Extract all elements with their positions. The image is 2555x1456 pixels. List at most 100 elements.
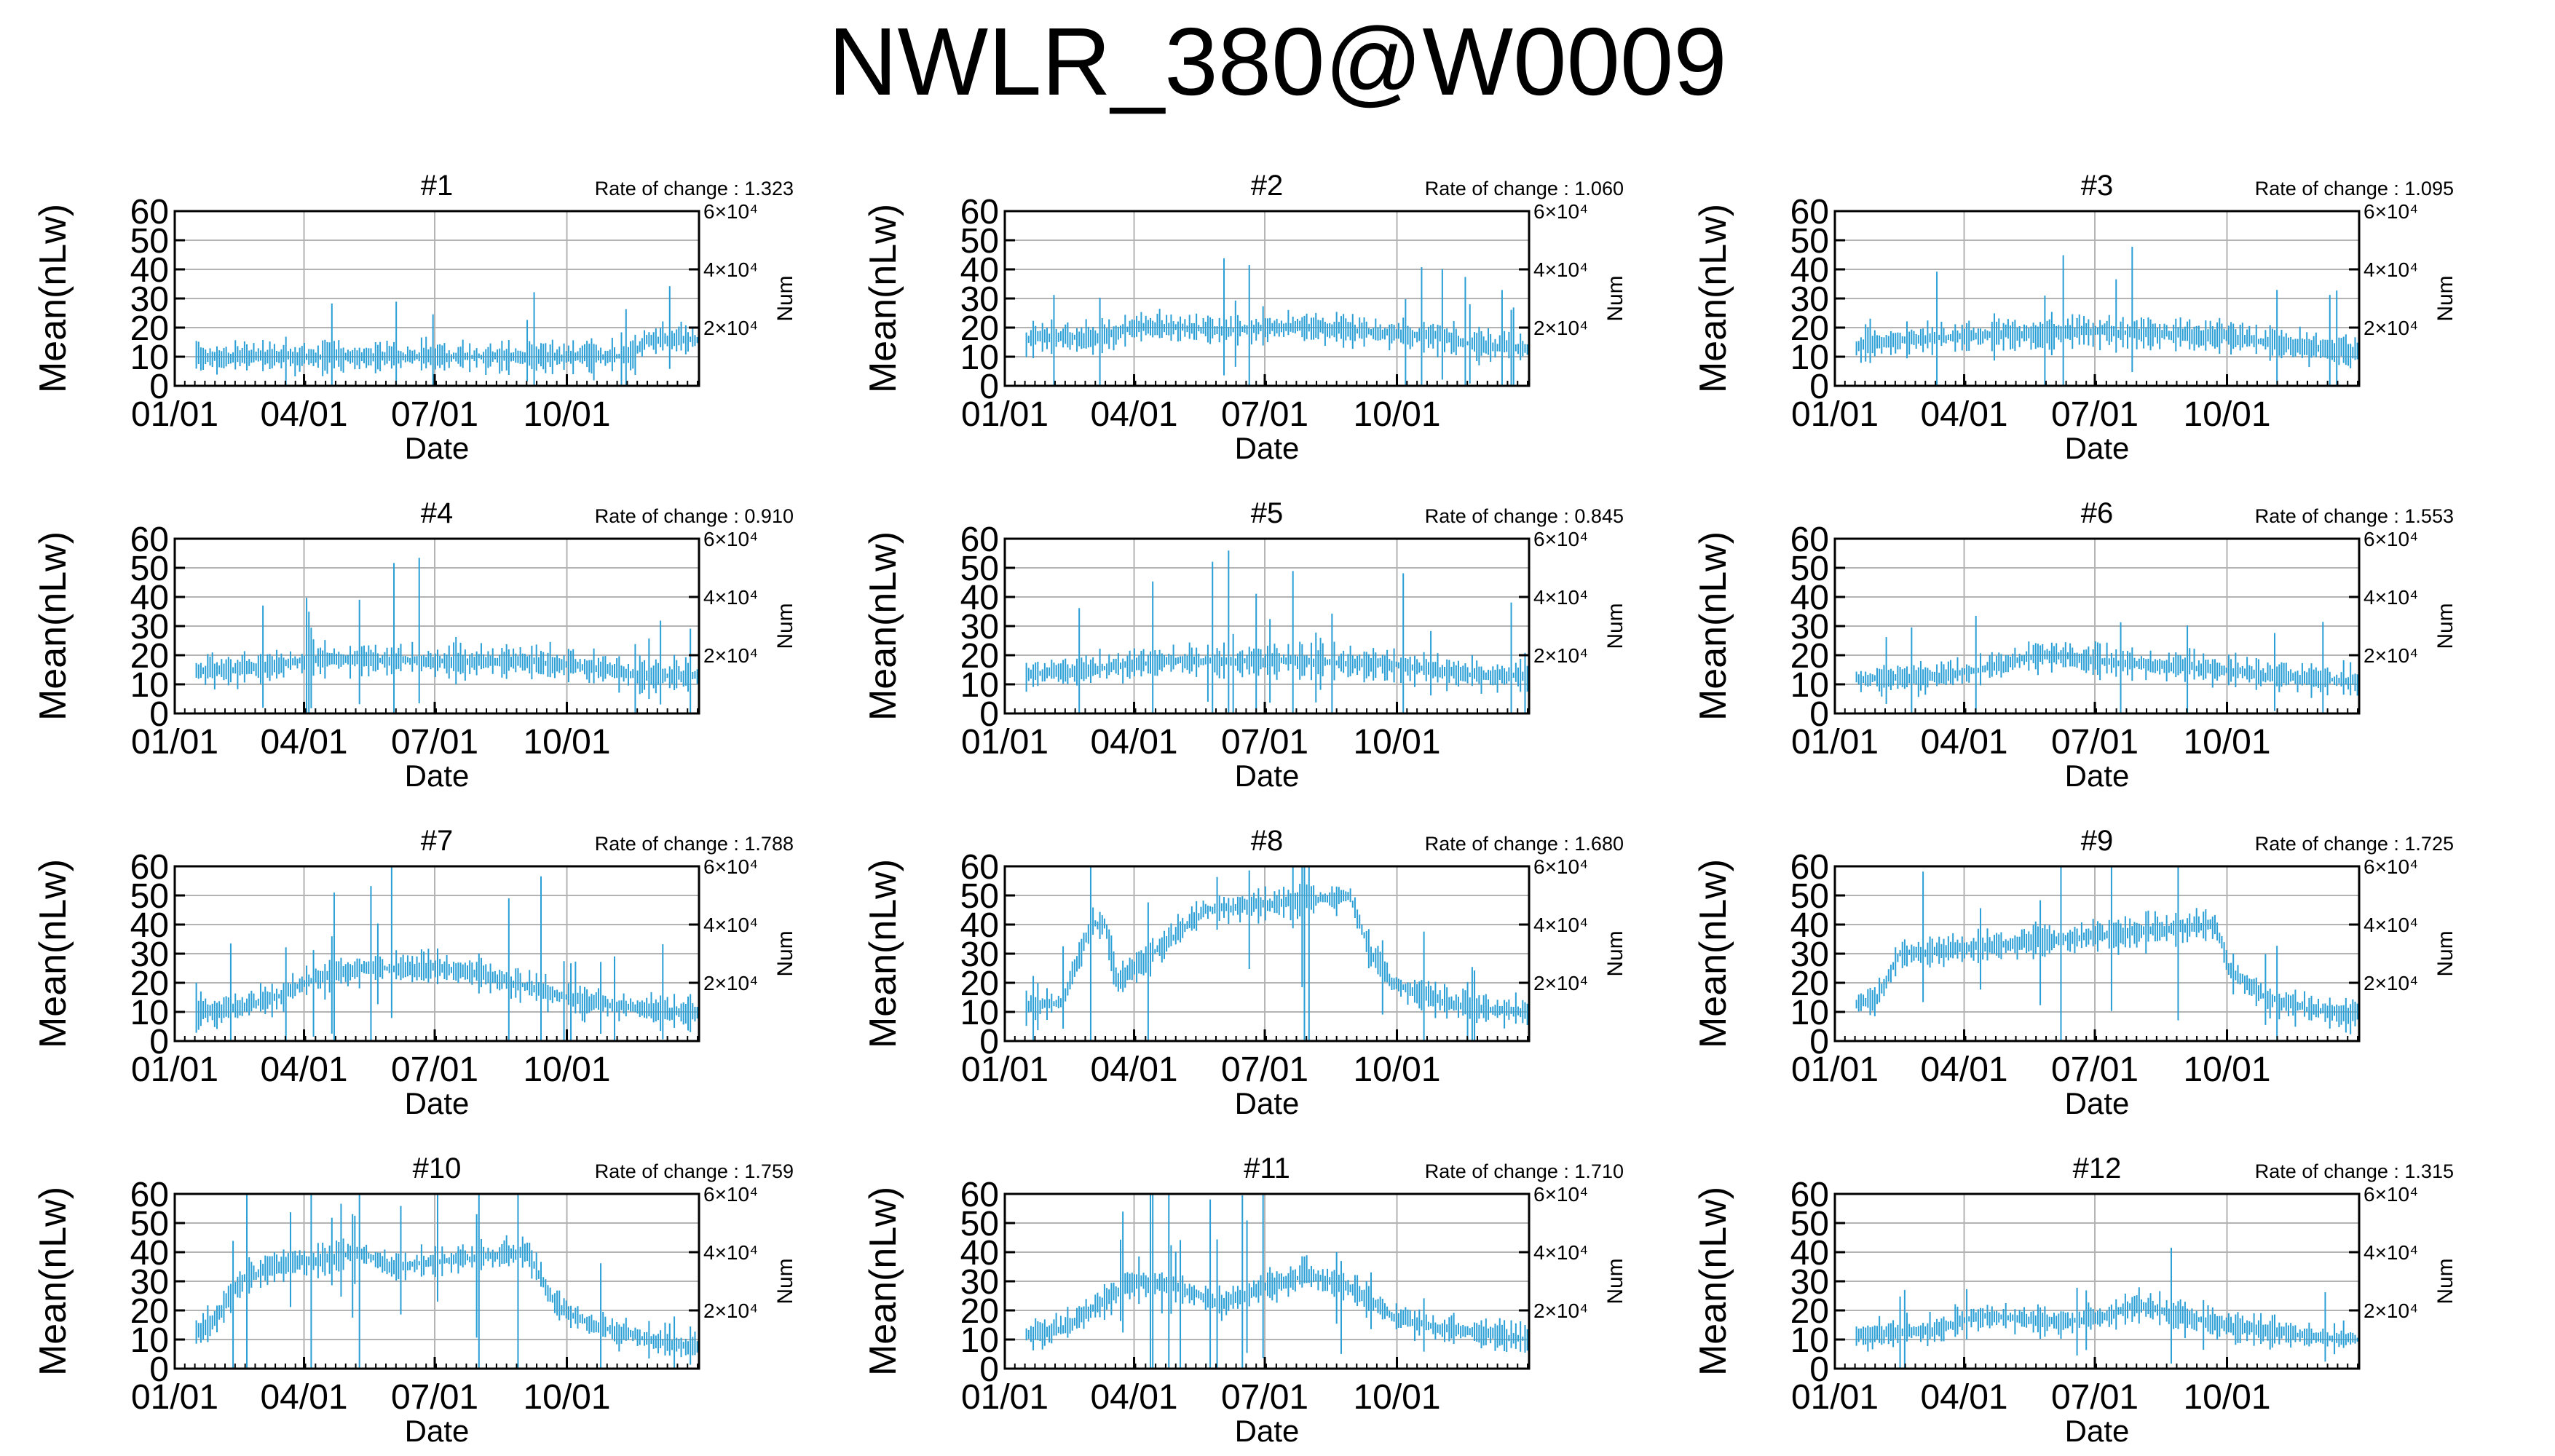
y-tick-label: 40 — [130, 906, 169, 945]
y-tick-label: 40 — [130, 251, 169, 290]
x-tick-label: 07/01 — [391, 723, 478, 761]
y2-tick-label: 6×10⁴ — [703, 1183, 758, 1206]
x-axis-label: Date — [1235, 1414, 1300, 1448]
x-tick-label: 10/01 — [2183, 395, 2270, 434]
rate-of-change: Rate of change : 1.095 — [2255, 178, 2454, 199]
y2-axis-label: Num — [2433, 275, 2457, 321]
x-tick-label: 07/01 — [2051, 395, 2139, 434]
y-tick-label: 10 — [1790, 666, 1829, 705]
x-tick-label: 01/01 — [131, 395, 218, 434]
y2-tick-label: 4×10⁴ — [1533, 586, 1588, 609]
y-tick-label: 20 — [960, 965, 999, 1003]
x-tick-label: 01/01 — [131, 1378, 218, 1417]
panel-title: #3 — [2081, 170, 2114, 202]
x-tick-label: 07/01 — [1221, 395, 1308, 434]
y-tick-label: 0 — [1809, 368, 1829, 406]
y-tick-label: 20 — [1790, 1292, 1829, 1331]
y-tick-label: 30 — [130, 935, 169, 974]
data-series — [1025, 1194, 1528, 1369]
y-tick-label: 30 — [1790, 935, 1829, 974]
y2-axis-label: Num — [773, 603, 797, 649]
y2-tick-label: 2×10⁴ — [2364, 972, 2418, 994]
x-axis-label: Date — [2065, 431, 2130, 465]
y-tick-label: 60 — [130, 521, 169, 559]
y-tick-label: 30 — [130, 280, 169, 319]
y-tick-label: 50 — [1790, 877, 1829, 916]
x-axis-label: Date — [405, 431, 470, 465]
panel-title: #10 — [413, 1152, 462, 1184]
x-tick-label: 04/01 — [260, 1051, 347, 1089]
y2-tick-label: 2×10⁴ — [703, 1299, 758, 1322]
x-tick-label: 01/01 — [131, 1051, 218, 1089]
y-tick-label: 40 — [960, 579, 999, 617]
y2-tick-label: 2×10⁴ — [1533, 644, 1588, 667]
x-tick-label: 10/01 — [2183, 1378, 2270, 1417]
y-tick-label: 50 — [130, 550, 169, 588]
rate-of-change: Rate of change : 1.315 — [2255, 1160, 2454, 1182]
y2-tick-label: 6×10⁴ — [1533, 200, 1588, 223]
y2-tick-label: 2×10⁴ — [2364, 1299, 2418, 1322]
y-tick-label: 40 — [960, 906, 999, 945]
y-tick-label: 30 — [960, 1263, 999, 1302]
y-tick-label: 30 — [960, 280, 999, 319]
y-tick-label: 20 — [130, 309, 169, 348]
rate-of-change: Rate of change : 1.323 — [595, 178, 794, 199]
y2-tick-label: 2×10⁴ — [703, 317, 758, 339]
y-tick-label: 0 — [149, 1350, 169, 1389]
panel-title: #4 — [421, 497, 454, 529]
y2-tick-label: 4×10⁴ — [703, 914, 758, 936]
y2-tick-label: 6×10⁴ — [2364, 200, 2418, 223]
y2-tick-label: 2×10⁴ — [2364, 317, 2418, 339]
y2-axis-label: Num — [1603, 603, 1627, 649]
y-tick-label: 60 — [130, 1176, 169, 1214]
y-tick-label: 40 — [960, 251, 999, 290]
y-tick-label: 60 — [960, 193, 999, 232]
y-tick-label: 30 — [1790, 1263, 1829, 1302]
x-tick-label: 04/01 — [1090, 1051, 1177, 1089]
y-tick-label: 20 — [130, 1292, 169, 1331]
y2-tick-label: 4×10⁴ — [2364, 1241, 2418, 1264]
y-tick-label: 60 — [1790, 193, 1829, 232]
y-tick-label: 0 — [149, 1023, 169, 1061]
panel-title: #2 — [1251, 170, 1284, 202]
rate-of-change: Rate of change : 0.910 — [595, 505, 794, 527]
data-series — [1855, 1247, 2358, 1369]
y-tick-label: 10 — [1790, 994, 1829, 1032]
y-tick-label: 50 — [1790, 550, 1829, 588]
y-axis-label: Mean(nLw) — [862, 204, 904, 393]
x-tick-label: 07/01 — [391, 1051, 478, 1089]
x-tick-label: 07/01 — [1221, 1378, 1308, 1417]
x-tick-label: 07/01 — [2051, 1051, 2139, 1089]
x-tick-label: 01/01 — [961, 395, 1049, 434]
data-series — [195, 866, 698, 1041]
data-series — [1025, 866, 1528, 1041]
x-tick-label: 04/01 — [1090, 1378, 1177, 1417]
x-tick-label: 04/01 — [1920, 723, 2007, 761]
y-tick-label: 20 — [960, 637, 999, 676]
y-tick-label: 40 — [1790, 579, 1829, 617]
data-series — [1025, 550, 1528, 713]
x-tick-label: 07/01 — [1221, 723, 1308, 761]
y-axis-label: Mean(nLw) — [1692, 859, 1734, 1048]
y-tick-label: 60 — [1790, 521, 1829, 559]
x-axis-label: Date — [2065, 1086, 2130, 1120]
y-tick-label: 20 — [1790, 637, 1829, 676]
y2-tick-label: 6×10⁴ — [2364, 1183, 2418, 1206]
rate-of-change: Rate of change : 1.553 — [2255, 505, 2454, 527]
x-axis-label: Date — [2065, 759, 2130, 793]
data-series — [1855, 616, 2358, 713]
data-series — [195, 1194, 698, 1369]
y-tick-label: 50 — [960, 877, 999, 916]
panel-title: #5 — [1251, 497, 1284, 529]
y2-tick-label: 4×10⁴ — [703, 586, 758, 609]
y-tick-label: 10 — [960, 666, 999, 705]
y2-tick-label: 6×10⁴ — [703, 528, 758, 550]
x-tick-label: 04/01 — [260, 1378, 347, 1417]
y-tick-label: 40 — [1790, 906, 1829, 945]
